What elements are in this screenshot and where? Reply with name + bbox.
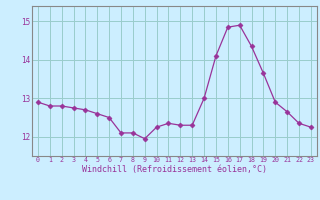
X-axis label: Windchill (Refroidissement éolien,°C): Windchill (Refroidissement éolien,°C) — [82, 165, 267, 174]
